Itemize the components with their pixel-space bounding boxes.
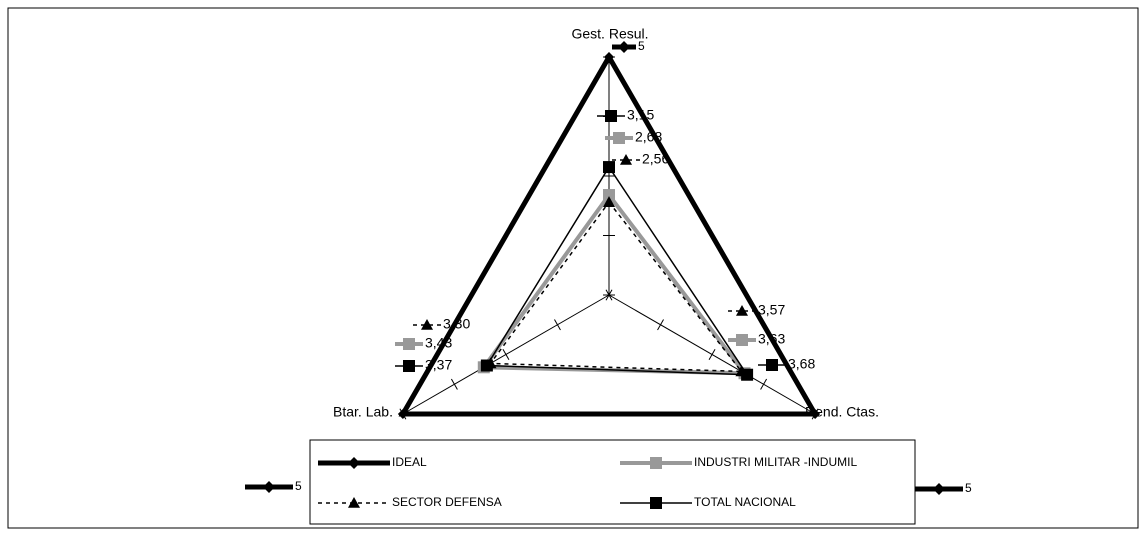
value-label: 3,15 [627, 107, 654, 123]
data-point [603, 196, 615, 207]
legend-marker [650, 497, 662, 509]
data-point [603, 189, 615, 202]
data-point [397, 409, 408, 419]
legend-label: INDUSTRI MILITAR -INDUMIL [694, 455, 857, 469]
tick-mark [450, 378, 458, 390]
value-label: 3,63 [758, 331, 785, 347]
value-label: 3,43 [425, 335, 452, 351]
legend-label: TOTAL NACIONAL [694, 495, 796, 509]
value-label: 5 [295, 479, 302, 493]
legend-marker [421, 319, 433, 330]
value-label: 3,57 [758, 302, 785, 318]
data-point [604, 52, 614, 62]
series-line [398, 52, 820, 417]
tick-mark [502, 349, 510, 360]
legend-marker [620, 154, 632, 165]
tick-mark [708, 349, 716, 360]
legend-marker [933, 483, 945, 495]
legend-marker [348, 457, 360, 469]
legend-marker [403, 360, 415, 372]
legend-label: SECTOR DEFENSA [392, 495, 502, 509]
legend-marker [263, 481, 275, 493]
legend-box [309, 439, 916, 525]
legend-marker [736, 305, 748, 316]
data-point [810, 409, 821, 419]
value-label: 3,37 [425, 357, 452, 373]
value-label: 3,68 [788, 356, 815, 372]
data-point [480, 359, 493, 372]
legend-label: IDEAL [392, 455, 427, 469]
value-label: 2,68 [635, 129, 662, 145]
category-label: Gest. Resul. [571, 26, 648, 42]
category-label: Rend. Ctas. [805, 404, 879, 420]
tick-mark [657, 319, 664, 331]
tick-mark [760, 378, 768, 390]
legend-marker [618, 41, 630, 53]
legend-marker [403, 338, 415, 350]
tick-mark [554, 319, 561, 331]
legend-marker [348, 497, 360, 508]
data-point [603, 161, 615, 174]
series-line [485, 165, 749, 376]
value-label: 5 [965, 481, 972, 495]
legend-marker [766, 359, 778, 371]
value-label: 2,56 [642, 151, 669, 167]
value-label: 3,30 [443, 316, 470, 332]
legend-marker [613, 132, 625, 144]
legend-marker [736, 334, 748, 346]
legend-marker [605, 110, 617, 122]
data-point [741, 368, 754, 381]
tick-mark [605, 289, 613, 301]
legend-marker [650, 457, 662, 469]
value-label: 5 [638, 39, 645, 53]
series-line [489, 200, 744, 373]
category-label: Btar. Lab. [333, 404, 393, 420]
